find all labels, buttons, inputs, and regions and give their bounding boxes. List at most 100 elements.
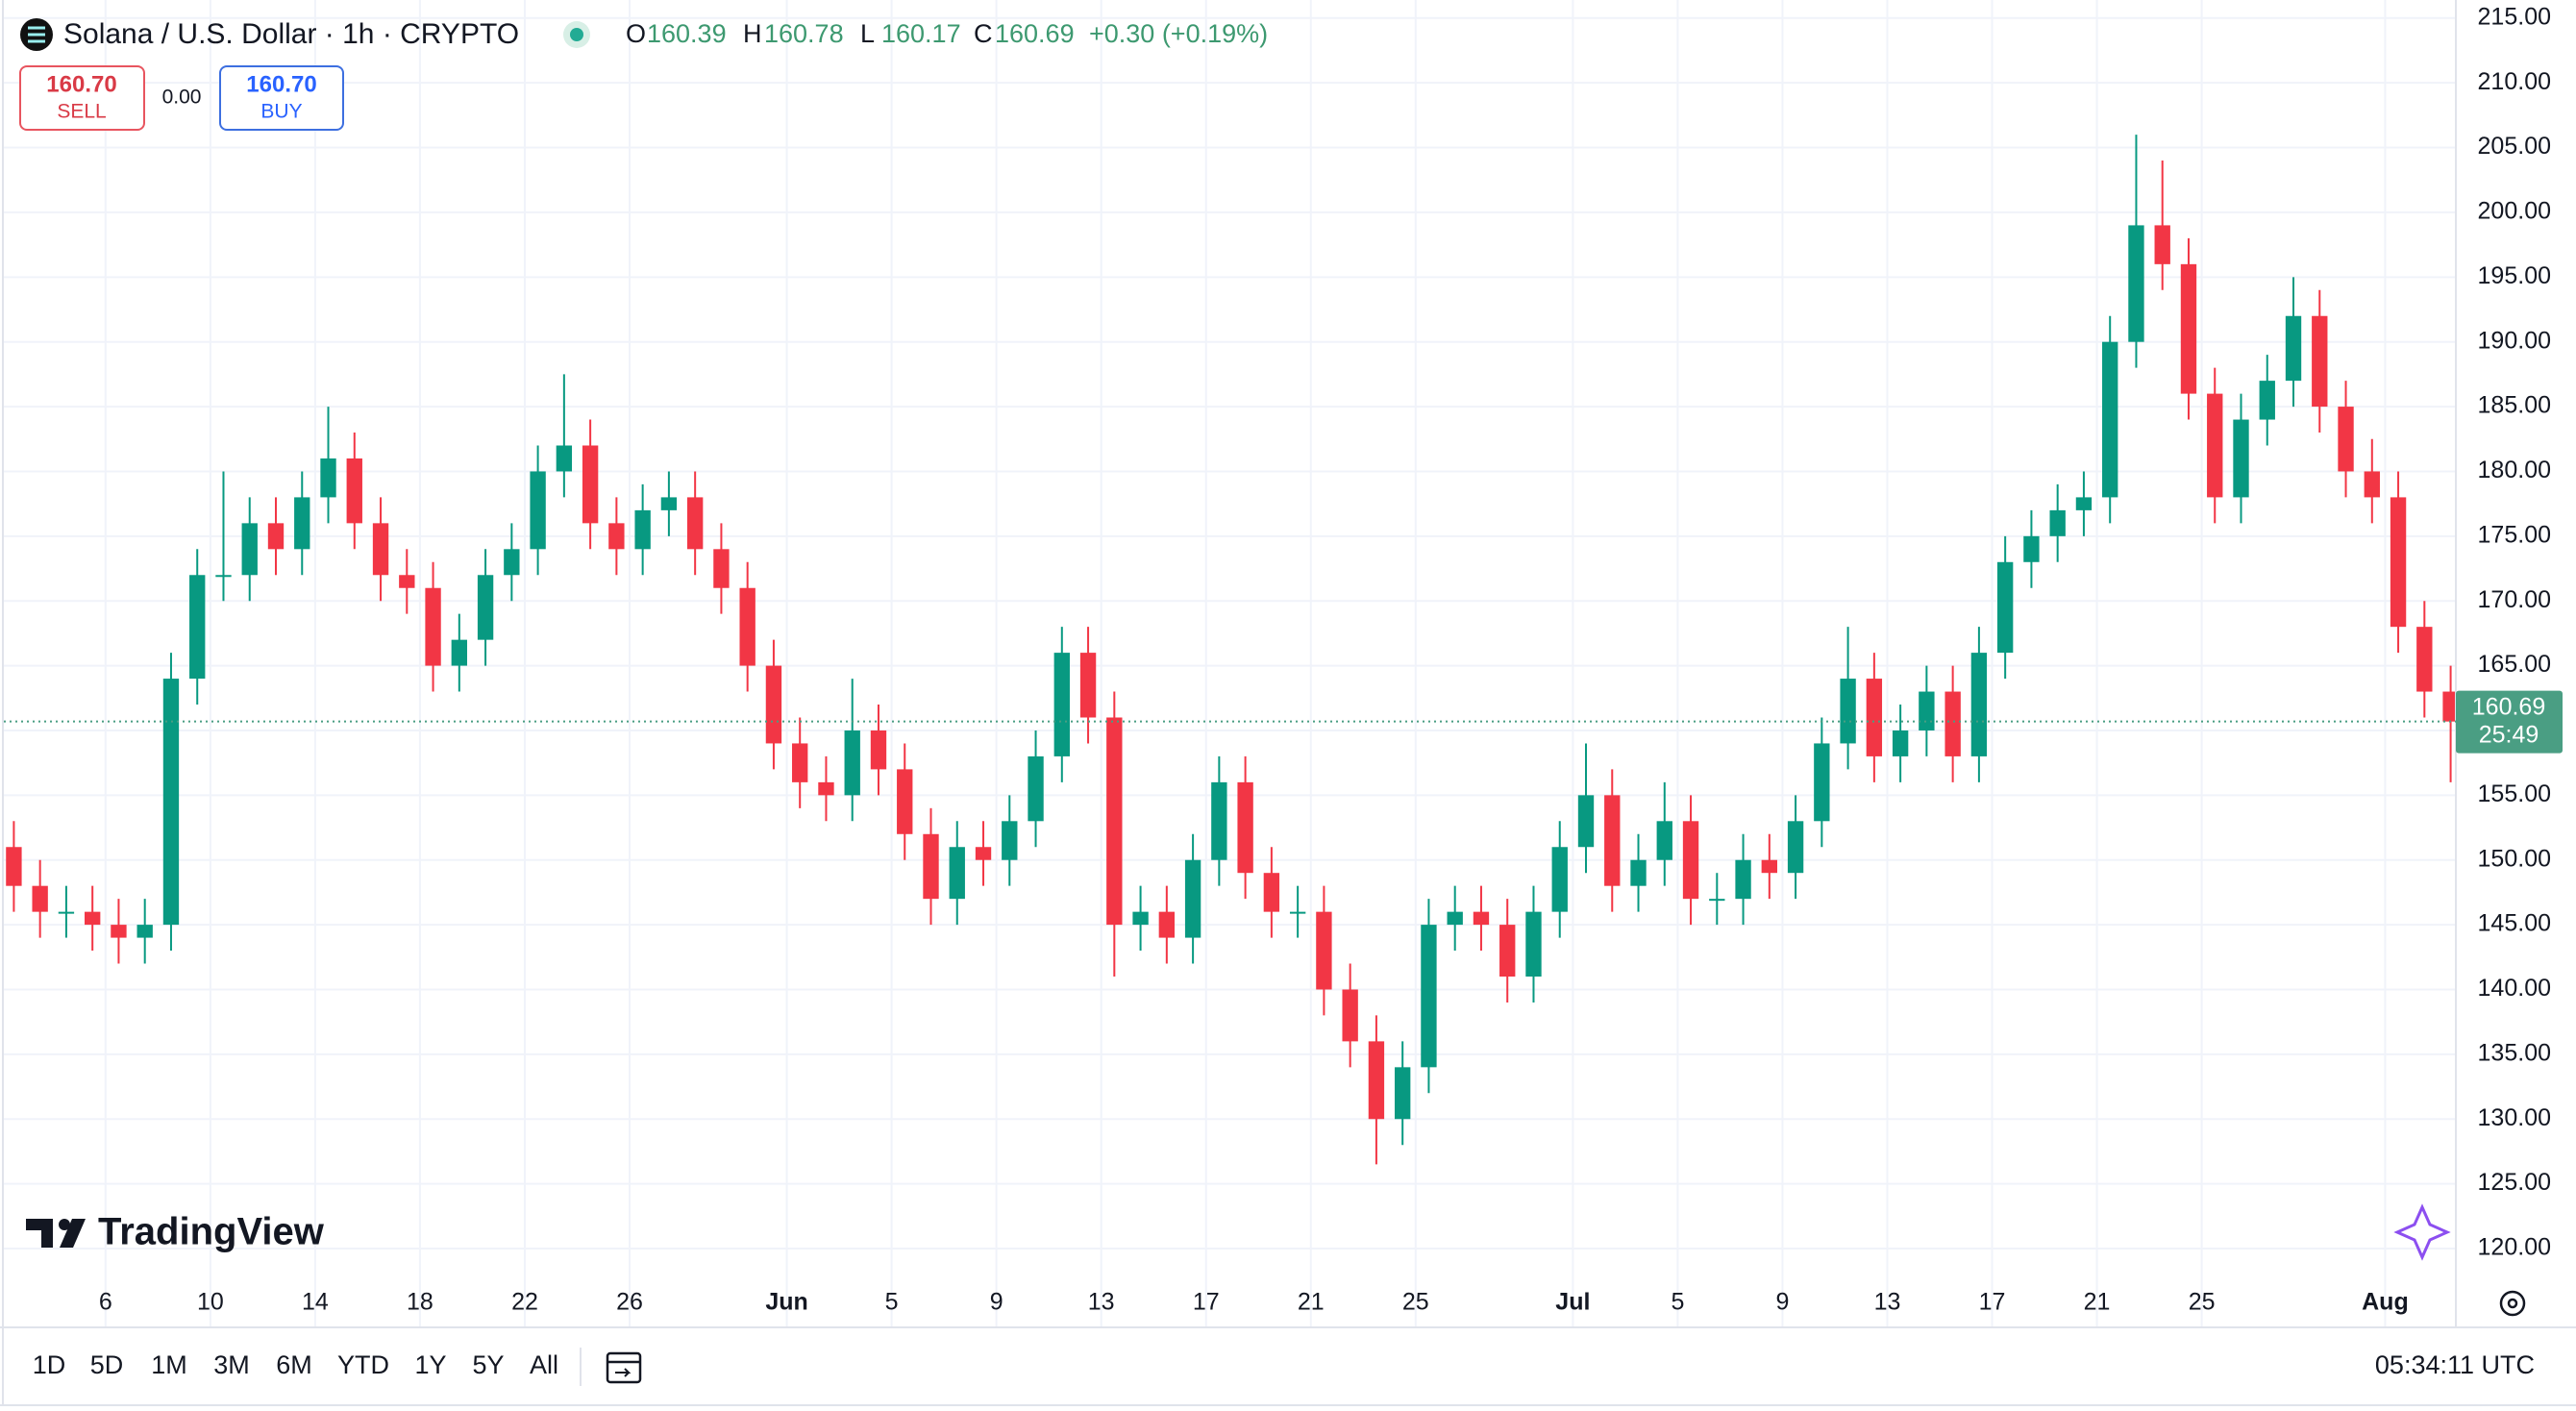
- candle-body: [660, 497, 678, 510]
- candle-body: [2154, 225, 2170, 264]
- candle-body: [1787, 821, 1804, 874]
- icon-lines: [28, 26, 45, 43]
- y-tick-label: 205.00: [2478, 133, 2551, 160]
- ohlc-value: 160.17: [881, 19, 961, 48]
- candle-body: [530, 471, 546, 550]
- range-button[interactable]: 5D: [90, 1350, 124, 1379]
- x-tick-label: 13: [1088, 1289, 1115, 1316]
- sell-button[interactable]: [19, 65, 145, 131]
- buy-label: BUY: [260, 101, 302, 123]
- candle-body: [1866, 679, 1883, 756]
- candle-body: [975, 847, 992, 860]
- candle-body: [1630, 859, 1647, 886]
- y-tick-label: 210.00: [2478, 68, 2551, 95]
- candle-body: [1237, 781, 1253, 874]
- y-tick-label: 170.00: [2478, 586, 2551, 613]
- candle-body: [2312, 315, 2328, 408]
- grid: [4, 0, 2456, 1327]
- candle-body: [870, 730, 887, 770]
- x-tick-label: 18: [407, 1289, 433, 1316]
- calendar: [606, 1351, 642, 1384]
- range-button[interactable]: 1M: [151, 1350, 187, 1379]
- date-range-icon[interactable]: [606, 1351, 642, 1384]
- candles: [6, 135, 2459, 1165]
- candle-body: [2075, 497, 2093, 510]
- gear-inner: [2507, 1298, 2518, 1309]
- candle-body: [1577, 795, 1595, 848]
- candle-body: [2259, 381, 2275, 420]
- candle-body: [372, 523, 389, 576]
- candle-body: [1709, 899, 1725, 902]
- y-tick-label: 195.00: [2478, 262, 2551, 289]
- candle-body: [111, 925, 127, 938]
- settings-icon[interactable]: [2499, 1290, 2526, 1317]
- candle-body: [923, 833, 939, 900]
- y-tick-label: 135.00: [2478, 1039, 2551, 1066]
- candle-body: [2390, 497, 2407, 628]
- candle-body: [504, 549, 520, 576]
- candle-body: [1814, 743, 1830, 822]
- candle-body: [1289, 911, 1306, 914]
- candle-body: [2338, 407, 2354, 472]
- candle-body: [818, 781, 834, 796]
- candle-body: [1316, 911, 1332, 990]
- candle-body: [1447, 911, 1463, 926]
- candle-body: [739, 587, 755, 666]
- assistant-icon[interactable]: [2393, 1203, 2451, 1261]
- candle-body: [1158, 911, 1176, 938]
- candle-body: [1682, 821, 1699, 900]
- candle-body: [1421, 925, 1437, 1068]
- logo-mark-dot: [59, 1219, 70, 1230]
- candle-body: [477, 575, 494, 640]
- x-tick-label: 9: [990, 1289, 1003, 1316]
- candle-body: [1053, 653, 1070, 756]
- gear-outer: [2499, 1290, 2526, 1317]
- clock: 05:34:11 UTC: [2375, 1350, 2535, 1379]
- change: +0.30 (+0.19%): [1089, 19, 1268, 48]
- ohlc-label: H: [743, 19, 762, 48]
- countdown: 25:49: [2479, 721, 2539, 748]
- range-button[interactable]: 6M: [276, 1350, 312, 1379]
- x-tick-label: 5: [885, 1289, 899, 1316]
- range-button[interactable]: 5Y: [472, 1350, 504, 1379]
- y-tick-label: 175.00: [2478, 521, 2551, 548]
- y-tick-label: 185.00: [2478, 392, 2551, 419]
- candle-body: [1761, 859, 1777, 874]
- candle-body: [608, 523, 625, 550]
- toolbar: 1D 5D 1M 3M 6M YTD 1Y 5Y All: [33, 1350, 558, 1379]
- candle-body: [1211, 781, 1227, 860]
- range-button[interactable]: All: [530, 1350, 558, 1379]
- x-tick-label: Jul: [1555, 1289, 1590, 1316]
- y-tick-label: 125.00: [2478, 1169, 2551, 1196]
- candle-body: [1368, 1041, 1385, 1120]
- candle-body: [58, 911, 75, 914]
- range-button[interactable]: 1D: [33, 1350, 66, 1379]
- symbol-title[interactable]: Solana / U.S. Dollar · 1h · CRYPTO: [63, 18, 519, 50]
- candle-body: [1919, 691, 1935, 730]
- y-tick-label: 165.00: [2478, 651, 2551, 678]
- spread: 0.00: [162, 87, 202, 109]
- candle-body: [1106, 717, 1123, 926]
- candle-body: [1395, 1067, 1411, 1120]
- candle-body: [1473, 911, 1490, 926]
- candle-body: [1499, 925, 1516, 978]
- range-button[interactable]: 1Y: [414, 1350, 446, 1379]
- range-button[interactable]: 3M: [213, 1350, 250, 1379]
- candle-body: [85, 911, 101, 926]
- sell-label: SELL: [57, 101, 106, 123]
- candle-body: [556, 445, 573, 472]
- y-tick-label: 155.00: [2478, 780, 2551, 807]
- buy-button[interactable]: [219, 65, 344, 131]
- range-button[interactable]: YTD: [337, 1350, 389, 1379]
- y-tick-label: 190.00: [2478, 327, 2551, 354]
- sparkle: [2393, 1203, 2451, 1261]
- candle-body: [1079, 653, 1097, 718]
- candle-body: [792, 743, 808, 782]
- sell-price: 160.70: [46, 71, 116, 97]
- y-tick-label: 200.00: [2478, 198, 2551, 225]
- candle-body: [451, 639, 467, 666]
- candle-body: [267, 523, 285, 550]
- candle-body: [2442, 691, 2459, 722]
